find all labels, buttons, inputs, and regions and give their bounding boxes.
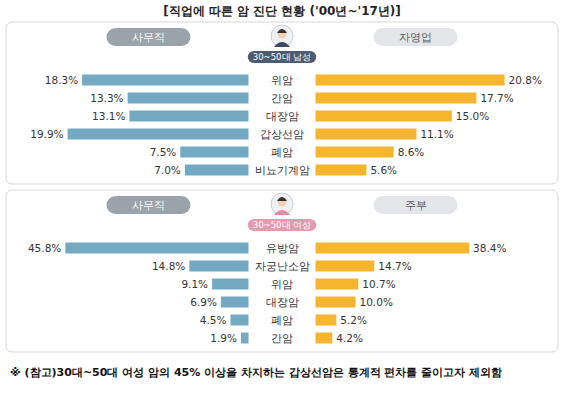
data-label: 7.0%: [154, 164, 181, 176]
bar: [221, 297, 249, 308]
category-label: 대장암: [266, 296, 299, 309]
data-label: 15.0%: [456, 110, 489, 122]
bar: [82, 75, 248, 86]
bar: [241, 333, 249, 344]
category-label: 위암: [271, 278, 293, 291]
data-label: 9.1%: [181, 278, 208, 290]
panel: 30~50대 남성위암간암대장암갑상선암폐암비뇨기계암 사무직 자영업 18.3% 13…: [6, 22, 558, 184]
bar: [316, 93, 477, 104]
series-header: 주부: [405, 199, 427, 212]
category-label: 간암: [271, 92, 293, 105]
data-label: 19.9%: [30, 128, 63, 140]
bar: [128, 93, 249, 104]
data-label: 5.2%: [340, 314, 367, 326]
bar: [316, 111, 452, 122]
subtitle: 30~50대 남성: [253, 52, 311, 62]
bar: [316, 129, 417, 140]
data-label: 13.1%: [92, 110, 125, 122]
bar: [180, 147, 248, 158]
data-label: 7.5%: [150, 146, 177, 158]
bar: [316, 315, 337, 326]
bar: [316, 165, 367, 176]
bar: [316, 333, 333, 344]
person-icon: [271, 25, 293, 47]
icon-hair: [277, 197, 287, 201]
bar: [189, 261, 248, 272]
data-label: 14.8%: [152, 260, 185, 272]
category-label: 위암: [271, 74, 293, 87]
bar: [65, 243, 248, 254]
category-label: 갑상선암: [260, 128, 304, 141]
icon-hair: [277, 29, 287, 33]
icon-head: [278, 198, 287, 207]
bar: [316, 297, 356, 308]
series-header: 자영업: [399, 31, 432, 44]
subtitle: 30~50대 여성: [253, 220, 311, 230]
category-label: 대장암: [266, 110, 299, 123]
data-label: 4.2%: [336, 332, 363, 344]
data-label: 5.6%: [370, 164, 397, 176]
data-label: 18.3%: [45, 74, 78, 86]
series-header-pill: [374, 196, 458, 214]
category-label: 자궁난소암: [255, 260, 310, 273]
bar: [231, 315, 249, 326]
data-label: 45.8%: [28, 242, 61, 254]
subtitle-pill: [248, 219, 316, 231]
bar: [129, 111, 248, 122]
icon-bg: [271, 25, 293, 47]
category-label: 유방암: [266, 242, 299, 255]
data-label: 14.7%: [378, 260, 411, 272]
icon-body: [274, 210, 290, 215]
bar: [316, 279, 359, 290]
data-labels: 18.3% 13.3% 13.1% 19.9% 7.5% 7.0% 20.8% 17.7% 15…: [30, 74, 542, 176]
bar: [316, 261, 375, 272]
category-label: 간암: [271, 332, 293, 345]
icon-bg: [271, 193, 293, 215]
panel: 30~50대 여성유방암자궁난소암위암대장암폐암간암 사무직 주부 45.8% 14.8…: [6, 190, 558, 352]
data-label: 6.9%: [190, 296, 217, 308]
bars: [68, 75, 505, 176]
bar: [68, 129, 249, 140]
series-header-pill: [374, 28, 458, 46]
series-header: 사무직: [132, 31, 165, 44]
category-label: 폐암: [271, 146, 293, 159]
data-label: 38.4%: [473, 242, 506, 254]
category-label: 폐암: [271, 314, 293, 327]
chart-root: [직업에 따른 암 진단 현황 ('00년~'17년)]30~50대 남성위암간…: [0, 0, 564, 404]
subtitle-pill: [248, 51, 316, 63]
person-icon: [271, 193, 293, 215]
data-label: 8.6%: [398, 146, 425, 158]
panel-frame: [6, 22, 558, 184]
series-header-pill: [107, 28, 191, 46]
bar: [316, 75, 505, 86]
data-labels: 45.8% 14.8% 9.1% 6.9% 4.5% 1.9% 38.4% 14.7% 10.7…: [28, 242, 507, 344]
title: [직업에 따른 암 진단 현황 ('00년~'17년)]: [163, 4, 401, 18]
bar: [185, 165, 249, 176]
data-label: 13.3%: [90, 92, 123, 104]
data-label: 20.8%: [509, 74, 542, 86]
data-label: 17.7%: [480, 92, 513, 104]
bar: [212, 279, 248, 290]
data-label: 10.7%: [362, 278, 395, 290]
icon-head: [278, 30, 287, 39]
bar: [316, 243, 470, 254]
data-label: 10.0%: [360, 296, 393, 308]
data-label: 4.5%: [200, 314, 227, 326]
bars: [65, 243, 469, 344]
data-label: 1.9%: [210, 332, 237, 344]
footnote: ※ (참고)30대~50대 여성 암의 45% 이상을 차지하는 갑상선암은 통…: [10, 366, 502, 379]
icon-body: [274, 42, 290, 47]
bar: [316, 147, 394, 158]
data-label: 11.1%: [420, 128, 453, 140]
category-label: 비뇨기계암: [255, 164, 310, 177]
panel-frame: [6, 190, 558, 352]
series-header-pill: [107, 196, 191, 214]
series-header: 사무직: [132, 199, 165, 212]
